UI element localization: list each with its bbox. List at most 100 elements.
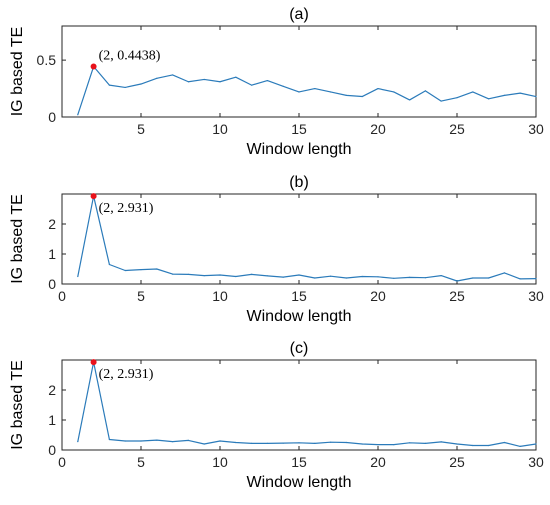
y-tick-label: 1	[48, 246, 56, 262]
data-point	[187, 81, 189, 83]
x-tick-label: 25	[449, 454, 465, 470]
x-tick-label: 15	[291, 454, 307, 470]
x-tick-label: 30	[528, 121, 544, 137]
data-point	[393, 444, 395, 446]
data-point	[424, 442, 426, 444]
peak-marker	[90, 359, 97, 366]
data-point	[266, 80, 268, 82]
x-tick-label: 15	[291, 288, 307, 304]
data-point	[124, 86, 126, 89]
data-point	[108, 84, 110, 86]
x-axis-label: Window length	[247, 141, 352, 158]
peak-marker	[90, 193, 97, 200]
data-point	[266, 442, 268, 444]
data-point	[535, 278, 537, 280]
data-point	[203, 275, 205, 277]
data-point	[409, 99, 411, 101]
data-point	[456, 443, 458, 445]
x-tick-label: 10	[212, 288, 228, 304]
data-point	[77, 441, 79, 443]
data-point	[187, 439, 189, 441]
data-point	[377, 276, 379, 278]
data-point	[424, 277, 426, 279]
peak-marker	[90, 63, 97, 70]
data-point	[251, 84, 253, 86]
series-line	[77, 195, 537, 282]
data-point	[172, 273, 174, 275]
data-point	[77, 275, 79, 278]
y-axis-label: IG based TE	[9, 27, 26, 117]
data-point	[456, 280, 458, 282]
data-point	[361, 275, 363, 278]
data-point	[172, 441, 174, 443]
x-tick-label: 20	[370, 121, 386, 137]
data-point	[488, 98, 490, 100]
data-point	[488, 444, 490, 447]
x-tick-label: 30	[528, 288, 544, 304]
data-point	[440, 441, 442, 443]
data-point	[108, 438, 110, 441]
data-point	[409, 276, 411, 278]
data-point	[140, 440, 142, 442]
data-point	[345, 441, 347, 444]
data-point	[156, 439, 158, 441]
series-line	[77, 65, 537, 115]
y-tick-label: 0.5	[37, 52, 57, 68]
data-point	[472, 444, 474, 447]
data-point	[456, 97, 458, 99]
data-point	[503, 272, 505, 274]
peak-annotation: (2, 0.4438)	[99, 49, 161, 64]
data-point	[503, 441, 505, 444]
data-point	[266, 275, 268, 277]
data-point	[519, 92, 521, 94]
data-point	[314, 87, 316, 90]
x-tick-label: 30	[528, 454, 544, 470]
data-point	[503, 94, 505, 96]
data-point	[251, 442, 253, 444]
data-point	[314, 442, 316, 444]
data-point	[219, 440, 221, 442]
x-tick-label: 5	[137, 454, 145, 470]
x-tick-label: 10	[212, 454, 228, 470]
x-tick-label: 15	[291, 121, 307, 137]
x-axis-label: Window length	[247, 308, 352, 325]
plot-frame	[61, 25, 537, 118]
data-point	[124, 440, 126, 442]
y-tick-label: 2	[48, 216, 56, 232]
data-point	[298, 274, 300, 276]
chart-panel-1: 0 5 10 15 20 25 30 0 1 2 (b) Window length IG based …	[9, 174, 544, 325]
data-point	[282, 276, 284, 278]
chart-title: (c)	[290, 340, 309, 357]
y-tick-label: 0	[48, 442, 56, 458]
data-point	[330, 91, 332, 93]
y-tick-label: 1	[48, 412, 56, 428]
data-point	[282, 442, 284, 444]
data-point	[156, 268, 158, 270]
data-point	[345, 94, 347, 96]
data-point	[235, 76, 237, 78]
x-tick-label: 0	[58, 454, 66, 470]
data-point	[424, 90, 426, 92]
x-tick-label: 10	[212, 121, 228, 137]
data-point	[345, 277, 347, 279]
y-axis-label: IG based TE	[9, 360, 26, 450]
x-tick-label: 20	[370, 454, 386, 470]
y-axis-label: IG based TE	[9, 194, 26, 284]
data-point	[235, 441, 237, 444]
data-point	[77, 114, 79, 116]
data-point	[140, 269, 142, 271]
y-tick-label: 2	[48, 382, 56, 398]
data-point	[235, 275, 237, 278]
data-point	[156, 77, 158, 79]
x-tick-label: 20	[370, 288, 386, 304]
peak-annotation: (2, 2.931)	[99, 201, 154, 216]
data-point	[203, 443, 205, 445]
data-point	[361, 95, 363, 98]
data-point	[187, 273, 189, 275]
data-point	[172, 74, 174, 76]
x-tick-label: 25	[449, 121, 465, 137]
data-point	[519, 278, 521, 280]
chart-title: (a)	[289, 6, 309, 23]
y-tick-label: 0	[48, 276, 56, 292]
data-point	[519, 445, 521, 447]
